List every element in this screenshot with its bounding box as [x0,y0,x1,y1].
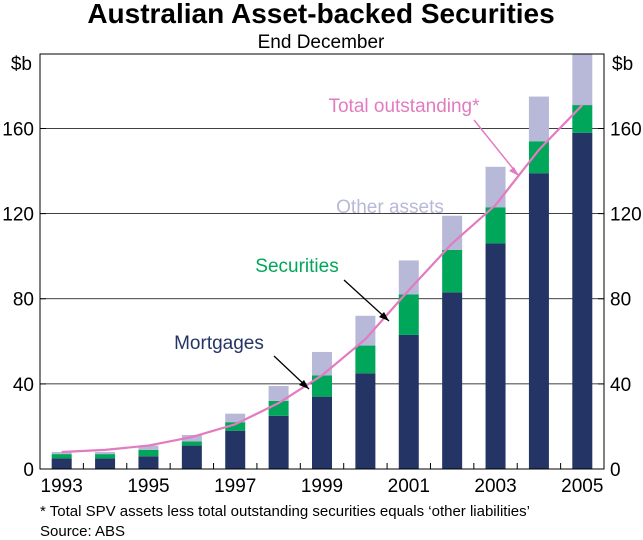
bar-mortgages [485,243,506,469]
annotation-mortgages: Mortgages [174,333,264,354]
y-tick-label-right: 0 [610,460,621,481]
chart-subtitle: End December [258,32,385,53]
y-tick-label-left: 120 [2,205,34,226]
y-tick-label-right: 120 [610,205,642,226]
bar-mortgages [442,292,463,469]
bar-mortgages [138,456,159,469]
y-tick-label-right: 160 [610,119,642,140]
annotation-securities-arrow [343,279,390,322]
y-tick-label-left: 160 [2,119,34,140]
bar-mortgages [225,430,246,469]
bar-securities [312,375,332,397]
bar-securities [572,105,593,133]
bar-other-assets [485,166,506,208]
x-tick-label: 2003 [474,476,516,497]
y-tick-label-left: 0 [23,460,34,481]
annotation-mortgages-arrowhead [299,380,309,389]
annotation-securities-arrowhead [379,312,389,321]
bar-other-assets [268,386,289,401]
bar-securities [528,141,549,174]
bar-mortgages [572,132,593,469]
x-tick-label: 1995 [127,476,169,497]
bar-mortgages [51,458,72,469]
bar-other-assets [51,451,72,455]
source-note: Source: ABS [40,523,126,540]
bar-other-assets [95,451,116,455]
bar-securities [181,441,202,446]
y-tick-label-right: 80 [610,290,631,311]
bar-other-assets [138,445,159,450]
bar-mortgages [355,373,376,469]
total-outstanding-line [61,104,584,454]
annotation-other-assets: Other assets [336,197,444,218]
annotation-securities: Securities [255,256,338,277]
y-axis-ticks: 0 0 40 40 80 80 120 120 160 160 [2,119,641,481]
chart-title: Australian Asset-backed Securities [87,0,554,29]
bar-mortgages [398,334,419,469]
bar-mortgages [181,445,202,469]
footnote: * Total SPV assets less total outstandin… [40,503,530,520]
x-tick-label: 2005 [561,476,603,497]
bar-securities [442,249,463,293]
y-axis-unit-left: $b [11,54,32,75]
line-total-outstanding [61,104,584,454]
x-axis-ticks: 1993 1995 1997 1999 2001 2003 2005 [41,463,603,497]
annotation-total-outstanding-arrowhead [509,167,519,176]
y-tick-label-left: 40 [13,375,34,396]
bar-other-assets [355,315,376,346]
x-tick-label: 2001 [388,476,430,497]
x-tick-label: 1997 [214,476,256,497]
bar-other-assets [225,413,246,423]
bar-other-assets [528,96,549,142]
bar-securities [225,422,246,431]
bar-mortgages [268,415,289,469]
bar-securities [485,207,506,244]
bar-securities [51,454,72,459]
x-tick-label: 1999 [301,476,343,497]
annotation-total-outstanding: Total outstanding* [328,96,480,117]
bar-mortgages [312,396,332,469]
x-tick-label: 1993 [41,476,83,497]
bar-other-assets [572,54,593,106]
plot-frame [39,53,605,470]
y-axis-unit-right: $b [612,54,633,75]
bar-securities [355,345,376,374]
bar-mortgages [528,173,549,469]
bars [51,54,593,469]
y-tick-label-right: 40 [610,375,631,396]
bar-securities [138,449,159,457]
bar-other-assets [442,215,463,250]
bar-securities [95,454,116,459]
bar-securities [398,294,419,335]
bar-mortgages [95,458,116,469]
bar-other-assets [312,351,332,376]
y-tick-label-left: 80 [13,290,34,311]
annotation-total-outstanding-arrow [473,119,520,177]
